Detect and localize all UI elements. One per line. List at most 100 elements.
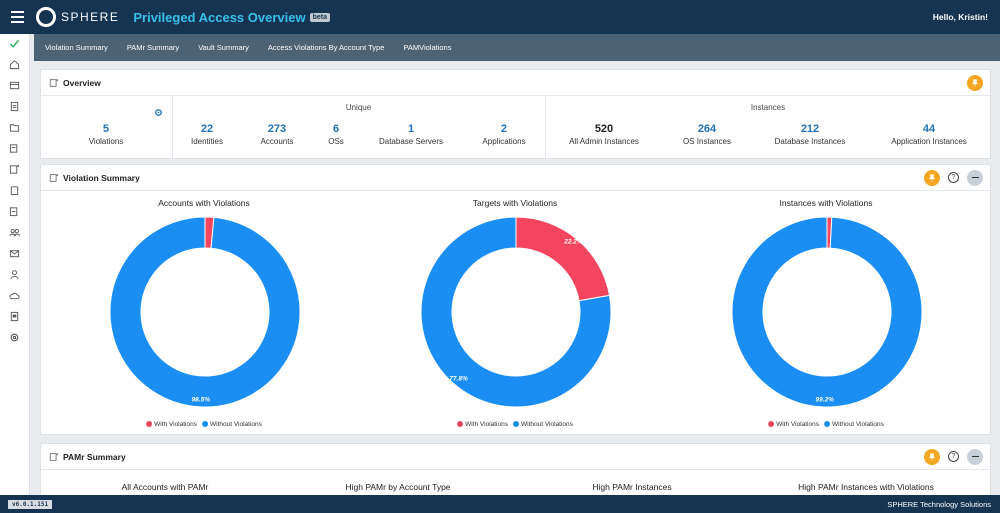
legend-item-without[interactable]: Without Violations xyxy=(512,421,573,428)
company-name: SPHERE Technology Solutions xyxy=(887,499,991,509)
all-admin-instances-label: All Admin Instances xyxy=(569,137,639,146)
version-badge: v6.0.1.151 xyxy=(8,499,53,509)
footer: v6.0.1.151 SPHERE Technology Solutions xyxy=(0,495,1000,513)
divider xyxy=(172,96,173,158)
mail-icon[interactable] xyxy=(9,248,20,259)
legend-dot xyxy=(201,421,208,428)
home-icon[interactable] xyxy=(9,59,20,70)
settings-icon[interactable] xyxy=(9,332,20,343)
oss-label: OSs xyxy=(328,137,344,146)
document-icon[interactable] xyxy=(9,101,20,112)
donut-slice-without-violations[interactable] xyxy=(109,216,301,408)
dashboard-icon xyxy=(49,173,59,182)
logo-text: SPHERE xyxy=(61,10,120,24)
violation-summary-header: Violation Summary ? xyxy=(41,165,990,191)
gear-icon[interactable] xyxy=(154,108,163,117)
legend-item-with[interactable]: With Violations xyxy=(146,421,197,428)
oss-value: 6 xyxy=(332,123,340,135)
chart-legend: With Violations Without Violations xyxy=(146,421,262,428)
pamr-summary-pin-button[interactable] xyxy=(924,448,940,465)
nav-pam-violations[interactable]: PAMViolations xyxy=(403,43,452,52)
pamr-chart-title: All Accounts with PAMr xyxy=(121,482,209,492)
nav-violation-summary[interactable]: Violation Summary xyxy=(45,43,108,52)
overview-card: Overview 5 Violations Unique 22 Identiti… xyxy=(40,69,991,159)
legend-label: Without Violations xyxy=(520,421,573,428)
check-icon[interactable] xyxy=(9,38,20,49)
user-greeting[interactable]: Hello, Kristin! xyxy=(932,12,988,22)
pamr-chart-title: High PAMr Instances xyxy=(592,482,672,492)
collapse-button[interactable] xyxy=(967,169,983,186)
applications-value: 2 xyxy=(500,123,508,135)
report-icon[interactable] xyxy=(9,143,20,154)
donut-slice-without-violations[interactable] xyxy=(731,216,923,408)
pamr-chart-title: High PAMr by Account Type xyxy=(345,482,451,492)
donut-data-label: 98.5% xyxy=(192,396,211,403)
legend-label: With Violations xyxy=(154,421,197,428)
legend-dot xyxy=(512,421,519,428)
all-admin-instances-stat[interactable]: 520 All Admin Instances xyxy=(569,123,639,146)
instances-label: Instances xyxy=(750,103,786,112)
identities-stat[interactable]: 22 Identities xyxy=(191,123,223,146)
database-servers-label: Database Servers xyxy=(378,137,444,146)
legend-label: With Violations xyxy=(776,421,819,428)
overview-body: 5 Violations Unique 22 Identities 273 Ac… xyxy=(41,96,990,158)
legend-item-with[interactable]: With Violations xyxy=(457,421,508,428)
violations-label: Violations xyxy=(88,137,124,146)
accounts-donut-chart[interactable]: 98.5% xyxy=(109,216,301,408)
legend-label: Without Violations xyxy=(209,421,262,428)
help-icon[interactable]: ? xyxy=(948,451,959,462)
pin-icon xyxy=(928,173,936,182)
database-instances-label: Database Instances xyxy=(774,137,846,146)
applications-label: Applications xyxy=(482,137,526,146)
chart-title: Targets with Violations xyxy=(472,198,558,208)
violations-stat[interactable]: 5 Violations xyxy=(89,123,124,146)
overview-pin-button[interactable] xyxy=(967,74,983,91)
cloud-icon[interactable] xyxy=(9,290,20,301)
os-instances-stat[interactable]: 264 OS Instances xyxy=(683,123,731,146)
nav-vault-summary[interactable]: Vault Summary xyxy=(198,43,249,52)
folder-icon[interactable] xyxy=(9,122,20,133)
table-icon[interactable] xyxy=(9,80,20,91)
violation-summary-pin-button[interactable] xyxy=(924,169,940,186)
person-icon[interactable] xyxy=(9,269,20,280)
users-icon[interactable] xyxy=(9,227,20,238)
donut-data-label: 77.8% xyxy=(449,376,468,383)
application-instances-value: 44 xyxy=(922,123,936,135)
collapse-button[interactable] xyxy=(967,448,983,465)
os-instances-value: 264 xyxy=(697,123,717,135)
minus-icon xyxy=(971,176,979,179)
legend-item-with[interactable]: With Violations xyxy=(768,421,819,428)
legend-item-without[interactable]: Without Violations xyxy=(201,421,262,428)
task-icon[interactable] xyxy=(9,206,20,217)
menu-icon[interactable] xyxy=(2,0,32,34)
sub-navigation: Violation Summary PAMr Summary Vault Sum… xyxy=(34,34,1000,61)
legend-dot xyxy=(823,421,830,428)
database-servers-value: 1 xyxy=(407,123,415,135)
nav-pamr-summary[interactable]: PAMr Summary xyxy=(126,43,180,52)
applications-stat[interactable]: 2 Applications xyxy=(482,123,525,146)
clipboard-icon[interactable] xyxy=(9,185,20,196)
donut-data-label: 22.2% xyxy=(563,238,583,245)
legend-item-without[interactable]: Without Violations xyxy=(823,421,884,428)
database-instances-value: 212 xyxy=(800,123,820,135)
application-instances-stat[interactable]: 44 Application Instances xyxy=(891,123,967,146)
chart-title: Accounts with Violations xyxy=(158,198,250,208)
nav-access-violations-by-account-type[interactable]: Access Violations By Account Type xyxy=(267,43,385,52)
pin-icon xyxy=(928,452,936,461)
donut-slice-with-violations[interactable] xyxy=(515,216,611,302)
donut-slice-without-violations[interactable] xyxy=(420,216,612,408)
analytics-icon[interactable] xyxy=(9,164,20,175)
donut-data-label: 99.2% xyxy=(816,396,835,403)
chart-legend: With Violations Without Violations xyxy=(457,421,573,428)
database-servers-stat[interactable]: 1 Database Servers xyxy=(379,123,443,146)
overview-title: Overview xyxy=(63,77,101,88)
database-instances-stat[interactable]: 212 Database Instances xyxy=(775,123,846,146)
chart-title: Instances with Violations xyxy=(779,198,873,208)
oss-stat[interactable]: 6 OSs xyxy=(328,123,344,146)
form-icon[interactable] xyxy=(9,311,20,322)
accounts-stat[interactable]: 273 Accounts xyxy=(261,123,294,146)
overview-header: Overview xyxy=(41,70,990,96)
targets-donut-chart[interactable]: 22.2% 77.8% xyxy=(420,216,612,408)
instances-donut-chart[interactable]: 99.2% xyxy=(731,216,923,408)
help-icon[interactable]: ? xyxy=(948,172,959,183)
